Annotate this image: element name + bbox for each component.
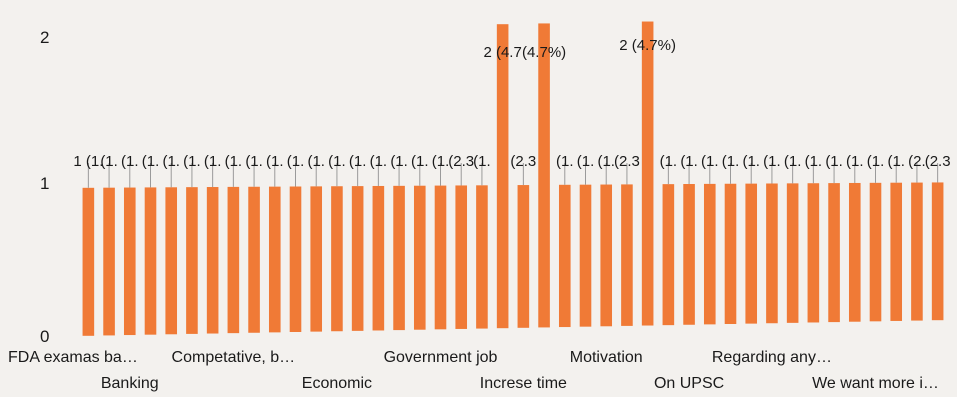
data-label: (1.	[473, 153, 491, 170]
bar	[310, 186, 323, 332]
x-tick-label: On UPSC	[654, 375, 724, 392]
data-label: (1.	[411, 153, 429, 170]
bar	[890, 182, 903, 321]
bar	[869, 182, 882, 322]
bar	[538, 23, 550, 328]
data-label: (1.	[597, 153, 615, 170]
data-label: (1.	[680, 153, 698, 170]
bar	[434, 185, 447, 330]
data-label: (1.	[825, 153, 843, 170]
data-label: (4.7%)	[522, 44, 566, 61]
bar	[123, 187, 136, 336]
bar	[144, 187, 157, 335]
data-label: (2.3	[448, 153, 474, 170]
data-label: (1.	[805, 153, 823, 170]
data-label: (1.	[763, 153, 781, 170]
data-label: (1.	[225, 153, 243, 170]
bar	[848, 182, 861, 322]
data-label: (1.	[328, 153, 346, 170]
bar	[476, 185, 488, 329]
bar	[165, 187, 178, 335]
data-label: (1.	[142, 153, 160, 170]
y-tick-label: 0	[40, 327, 49, 346]
data-label: (1.	[784, 153, 802, 170]
bar	[206, 187, 219, 334]
data-label: (1.	[660, 153, 678, 170]
bar	[268, 186, 281, 333]
bar	[558, 184, 571, 328]
data-label: (1.	[245, 153, 263, 170]
data-label: (2.3	[510, 153, 536, 170]
bar	[807, 183, 820, 323]
data-label: (1.	[867, 153, 885, 170]
data-label: 2 (4.7%)	[619, 37, 676, 54]
data-label: (1.	[287, 153, 305, 170]
data-label: (1.	[162, 153, 180, 170]
data-label: (1.	[722, 153, 740, 170]
bar	[393, 185, 405, 331]
data-label: (1.	[266, 153, 284, 170]
bar	[227, 186, 240, 334]
data-label: 1 (1.	[73, 153, 103, 170]
data-label: (1.	[349, 153, 367, 170]
data-label: (1.	[887, 153, 905, 170]
bar	[621, 184, 633, 326]
x-tick-label: Competative, b…	[172, 349, 296, 366]
bar	[662, 184, 675, 326]
data-label: (2.3	[614, 153, 640, 170]
data-label: (1.	[577, 153, 595, 170]
y-tick-label: 1	[40, 174, 49, 193]
bar	[103, 187, 115, 336]
x-tick-label: Banking	[101, 375, 159, 392]
bar	[351, 186, 364, 331]
bar	[641, 21, 654, 326]
data-label: (1.	[846, 153, 864, 170]
x-tick-label: FDA examas ba…	[8, 349, 138, 366]
data-label: (1.	[121, 153, 139, 170]
data-label: (1.	[370, 153, 388, 170]
data-label: 2 (4.7	[483, 44, 521, 61]
data-label: (2.	[908, 153, 926, 170]
x-tick-label: Motivation	[570, 349, 643, 366]
x-tick-label: Government job	[384, 349, 498, 366]
x-tick-label: We want more i…	[812, 375, 939, 392]
data-label: (1.	[701, 153, 719, 170]
x-tick-label: Regarding any…	[712, 349, 832, 366]
bar	[931, 182, 944, 321]
bar	[331, 186, 343, 332]
x-tick-label: Economic	[302, 375, 372, 392]
bar	[766, 183, 778, 324]
bar	[413, 185, 426, 330]
data-label: (1.	[100, 153, 118, 170]
data-label: (1.	[204, 153, 222, 170]
bar	[82, 187, 95, 336]
data-label: (1.	[742, 153, 760, 170]
bar	[724, 183, 737, 324]
bar	[911, 182, 923, 321]
data-label: (1.	[307, 153, 325, 170]
data-label: (1.	[432, 153, 450, 170]
data-label: (1.	[556, 153, 574, 170]
bar	[289, 186, 302, 332]
bar	[372, 185, 385, 331]
bar	[517, 185, 530, 328]
y-tick-label: 2	[40, 28, 49, 47]
bar	[248, 186, 260, 333]
bar	[786, 183, 799, 323]
bar	[745, 183, 758, 324]
bar	[828, 183, 840, 323]
bar	[703, 183, 716, 325]
bar	[600, 184, 613, 327]
bar	[455, 185, 468, 329]
data-label: (1.	[390, 153, 408, 170]
x-tick-label: Increse time	[480, 375, 567, 392]
bar	[496, 24, 509, 329]
bar	[186, 187, 198, 334]
bar	[579, 184, 592, 327]
data-label: (1.	[183, 153, 201, 170]
bar	[683, 184, 695, 325]
data-label: (2.3	[925, 153, 951, 170]
